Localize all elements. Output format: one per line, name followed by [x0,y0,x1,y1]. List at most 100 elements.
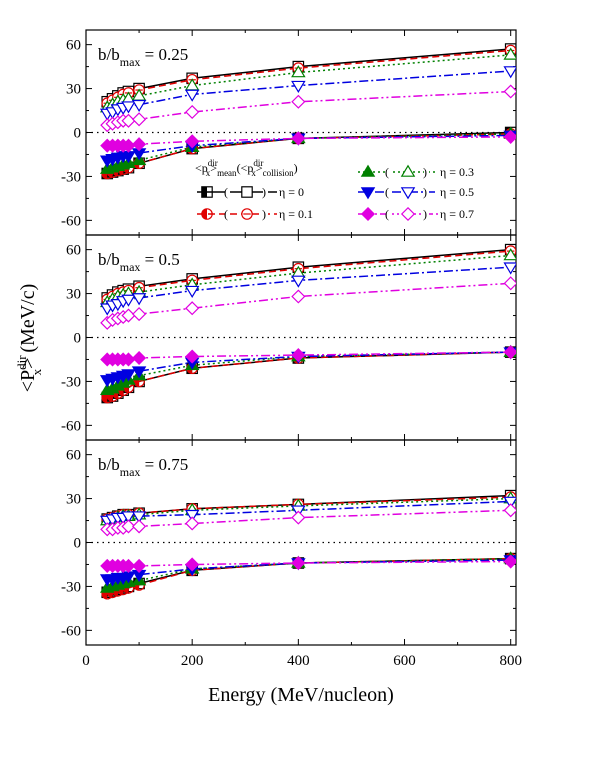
legend-entry-2: () η = 0.3 [358,164,474,180]
marker-collision-4 [503,84,516,99]
marker-mean-4 [185,134,200,149]
legend-paren-open: ( [224,207,228,221]
panel-data [99,489,516,600]
series-line-mean-3 [107,134,511,162]
series-line-collision-1 [106,496,511,520]
marker-collision-4 [185,104,200,120]
y-tick-label: -60 [61,623,81,639]
legend-entry-1: () η = 0.1 [197,206,313,222]
marker-collision-4 [132,519,147,534]
marker-mean-4 [132,558,147,573]
marker-mean-4 [121,352,136,367]
marker-collision-3 [184,285,200,299]
marker-mean-3 [121,369,136,382]
marker-mean-4 [121,558,136,573]
y-tick-label: 0 [74,331,82,347]
marker-mean-4 [121,138,136,153]
marker-collision-3 [131,99,147,113]
marker-collision-4 [503,503,516,518]
legend-paren-close: ) [262,185,266,199]
marker-collision-4 [121,519,136,534]
y-axis-title: <Pdirx> (MeV/c) [14,284,44,393]
legend-marker-filled [201,186,213,198]
marker-collision-2 [291,65,306,78]
panel-label: b/bmax = 0.25 [98,45,188,69]
legend-label: η = 0 [279,185,304,199]
y-tick-label: 30 [66,492,81,508]
marker-collision-4 [185,516,200,531]
y-tick-label: -60 [61,418,81,434]
y-tick-label: 60 [66,448,81,464]
y-tick-label: 0 [74,126,82,142]
panel-data [99,243,516,404]
marker-collision-4 [291,94,306,109]
legend-label: η = 0.7 [440,207,474,221]
marker-mean-4 [291,555,306,571]
x-tick-label: 0 [82,653,90,669]
legend: <pdir x>mean(<pdir x>collision) () η = 0 () η… [195,158,474,222]
marker-collision-4 [291,510,306,525]
marker-collision-4 [132,307,147,322]
legend-marker-filled [360,206,376,222]
legend-marker-filled [360,164,376,177]
legend-paren-close: ) [262,207,266,221]
legend-marker-open [400,164,416,177]
marker-collision-3 [121,294,136,307]
legend-marker-filled [201,208,213,220]
marker-collision-3 [184,509,200,523]
marker-collision-3 [184,89,200,102]
marker-collision-3 [131,293,147,306]
marker-collision-3 [121,101,136,114]
legend-entry-3: () η = 0.5 [358,184,474,200]
y-tick-label: -30 [61,579,81,595]
marker-mean-4 [291,348,306,363]
y-tick-label: 60 [66,243,81,259]
marker-mean-4 [185,349,200,364]
series-line-collision-4 [107,509,511,531]
marker-collision-3 [503,496,516,509]
x-tick-label: 800 [499,653,522,669]
x-tick-label: 600 [393,653,416,669]
series-line-collision-4 [106,90,511,126]
marker-collision-3 [131,511,147,524]
legend-marker-filled [360,187,376,200]
y-tick-label: 60 [66,38,81,54]
legend-paren-close: ) [423,165,427,179]
legend-entry-4: () η = 0.7 [358,206,474,222]
legend-marker-open [241,208,253,220]
marker-collision-4 [291,289,306,304]
marker-collision-3 [291,275,306,288]
panel-label: b/bmax = 0.5 [98,250,180,274]
panel-data [99,43,516,180]
panel-label: b/bmax = 0.75 [98,455,188,479]
legend-paren-close: ) [423,207,427,221]
marker-mean-4 [503,554,516,569]
marker-mean-4 [132,350,147,366]
panel-1: -60 -30 0 30 60 b/bmax = 0.25 [61,29,517,236]
series-line-mean-4 [107,136,511,147]
legend-marker-open [400,206,416,222]
legend-entries: () η = 0 () η = 0.1 () η = 0.3 () η = 0.5 () η = … [197,164,474,222]
y-tick-label: 30 [66,287,81,303]
series-line-mean-2 [107,351,511,391]
legend-paren-open: ( [385,165,389,179]
marker-collision-4 [121,113,136,128]
panels-layer: -60 -30 0 30 60 b/bmax = 0.25 -60 -30 0 30 60 b/bma… [61,29,522,669]
legend-entry-0: () η = 0 [197,184,304,200]
panel-2: -60 -30 0 30 60 b/bmax = 0.5 [61,234,517,441]
legend-paren-open: ( [224,185,228,199]
legend-header: <pdir x>mean(<pdir x>collision) [195,158,298,178]
x-tick-label: 200 [181,653,204,669]
x-axis-title: Energy (MeV/nucleon) [208,684,394,706]
legend-label: η = 0.3 [440,165,474,179]
legend-marker-open [241,186,253,198]
series-line-collision-3 [106,266,511,309]
y-tick-label: -30 [61,169,81,185]
marker-collision-3 [503,66,516,79]
legend-paren-open: ( [385,207,389,221]
y-tick-label: -30 [61,374,81,390]
marker-collision-4 [503,276,516,291]
legend-paren-close: ) [423,185,427,199]
y-tick-label: -60 [61,213,81,229]
